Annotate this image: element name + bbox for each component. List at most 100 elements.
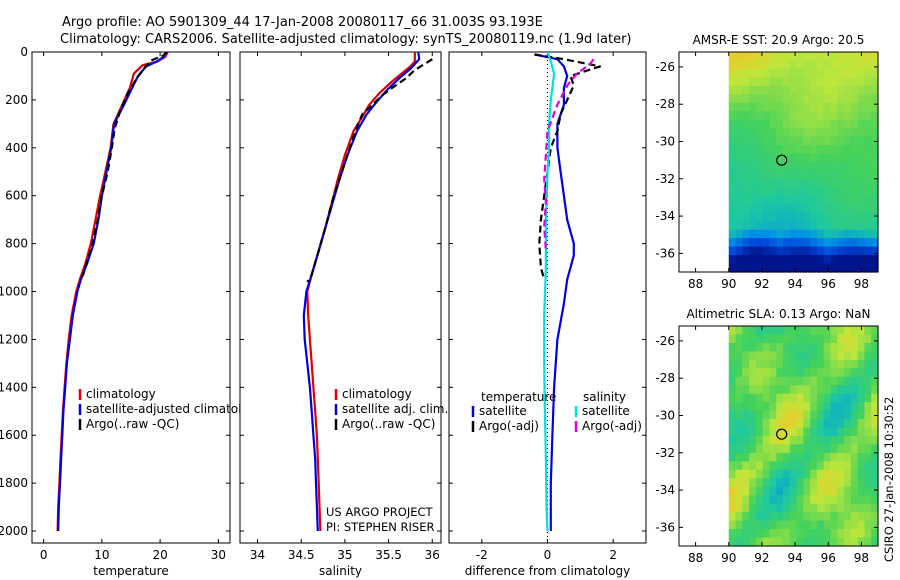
sla-map-cell [816, 436, 825, 446]
difference-series-temperature-argo-adj- [534, 53, 602, 280]
sla-map-cell [816, 326, 825, 336]
sla-map-cell [789, 351, 798, 361]
sst-map-cell [769, 128, 777, 138]
sst-map-cell [816, 128, 825, 138]
sst-map-cell [742, 52, 750, 62]
sst-map-cell [871, 162, 879, 172]
sla-map-panel: Altimetric SLA: 0.13 Argo: NaN -26 -28 -30 -… [655, 307, 879, 565]
sst-map-cell [728, 60, 737, 70]
sst-map-cell [810, 68, 818, 78]
sla-map-cell [837, 359, 845, 369]
sst-map-cell [830, 229, 838, 239]
sst-map-cells [728, 52, 879, 273]
sst-map-cell [783, 52, 791, 62]
sst-map-cell [823, 221, 832, 231]
sst-map-cell [728, 145, 737, 155]
sst-map-cell [749, 195, 757, 205]
sla-map-cell [789, 478, 798, 488]
sst-map-cell [816, 60, 825, 70]
sla-map-cell [728, 393, 737, 403]
temperature-legend-label: climatology [86, 387, 156, 401]
sst-map-cell [850, 153, 859, 163]
sst-map-cell [749, 187, 757, 197]
salinity-legend-label: Argo(..raw -QC) [342, 417, 435, 431]
sst-map-cell [735, 153, 743, 163]
difference-series-salinity-argo-adj- [543, 58, 595, 251]
sst-map-cell [830, 153, 838, 163]
sst-map-cell [837, 136, 845, 146]
sla-map-ytick-label: -34 [655, 483, 675, 497]
sla-map-cell [810, 512, 818, 522]
sla-map-cell [871, 486, 879, 496]
sla-map-cell [796, 469, 804, 479]
sst-map-cell [755, 85, 764, 95]
sst-map-cell [810, 178, 818, 188]
difference-xtick-label: 2 [609, 548, 617, 562]
sst-map-cell [803, 153, 811, 163]
sla-map-cell [749, 495, 757, 505]
sla-map-cell [742, 436, 750, 446]
sla-map-cell [857, 402, 866, 412]
sla-map-cell [837, 529, 845, 539]
sla-map-cell [810, 436, 818, 446]
sst-map-cell [776, 77, 784, 87]
sla-map-cell [830, 452, 838, 462]
sla-map-cell [857, 503, 866, 513]
sla-map-cell [742, 334, 750, 344]
difference-legend-heading: salinity [583, 390, 626, 404]
sla-map-cell [769, 376, 777, 386]
sla-map-cell [762, 469, 771, 479]
sst-map-cell [749, 255, 757, 265]
sla-map-cell [796, 342, 804, 352]
sst-map-cell [783, 170, 791, 180]
sla-map-xtick-label: 96 [821, 551, 836, 565]
sst-map-cell [762, 263, 771, 273]
sla-map-cell [844, 529, 852, 539]
sst-map-cell [796, 221, 804, 231]
sst-map-cell [742, 246, 750, 256]
sst-map-cell [742, 204, 750, 214]
sla-map-cell [769, 385, 777, 395]
sla-map-cell [864, 427, 872, 437]
sst-map-cell [857, 102, 866, 112]
salinity-xtick-label: 34.5 [288, 548, 315, 562]
sst-map-cell [837, 111, 845, 121]
sst-map-cell [728, 204, 737, 214]
sla-map-argo-marker [776, 428, 788, 440]
sla-map-cell [728, 503, 737, 513]
sla-map-xtick-label: 94 [787, 551, 802, 565]
sst-map-cell [823, 102, 832, 112]
temperature-ytick-label: 1600 [0, 428, 28, 442]
sla-map-cell [857, 334, 866, 344]
sla-map-cell [796, 520, 804, 530]
timestamp-label: CSIRO 27-Jan-2008 10:30:52 [882, 397, 896, 562]
sla-map-cell [776, 410, 784, 420]
sst-map-cell [830, 128, 838, 138]
sla-map-cell [810, 351, 818, 361]
sst-map-cell [810, 111, 818, 121]
sla-map-cell [796, 478, 804, 488]
sst-map-cell [789, 102, 798, 112]
sla-map-cell [755, 503, 764, 513]
sla-map-cell [789, 334, 798, 344]
sla-map-cell [837, 326, 845, 336]
sla-map-cell [755, 393, 764, 403]
sst-map-cell [830, 111, 838, 121]
sst-map-cell [810, 238, 818, 248]
sst-map-cell [830, 178, 838, 188]
sst-map-cell [755, 195, 764, 205]
sst-map-cell [871, 255, 879, 265]
sst-map-cell [837, 263, 845, 273]
sst-map-cell [830, 85, 838, 95]
sla-map-cell [837, 444, 845, 454]
sla-map-cell [755, 436, 764, 446]
sst-map-cell [850, 68, 859, 78]
sst-map-cell [735, 238, 743, 248]
sst-map-cell [803, 263, 811, 273]
sla-map-cell [816, 342, 825, 352]
sst-map-cell [816, 263, 825, 273]
sst-map-cell [803, 94, 811, 104]
sla-map-cell [749, 385, 757, 395]
sla-map-cell [837, 537, 845, 547]
sst-map-cell [850, 111, 859, 121]
